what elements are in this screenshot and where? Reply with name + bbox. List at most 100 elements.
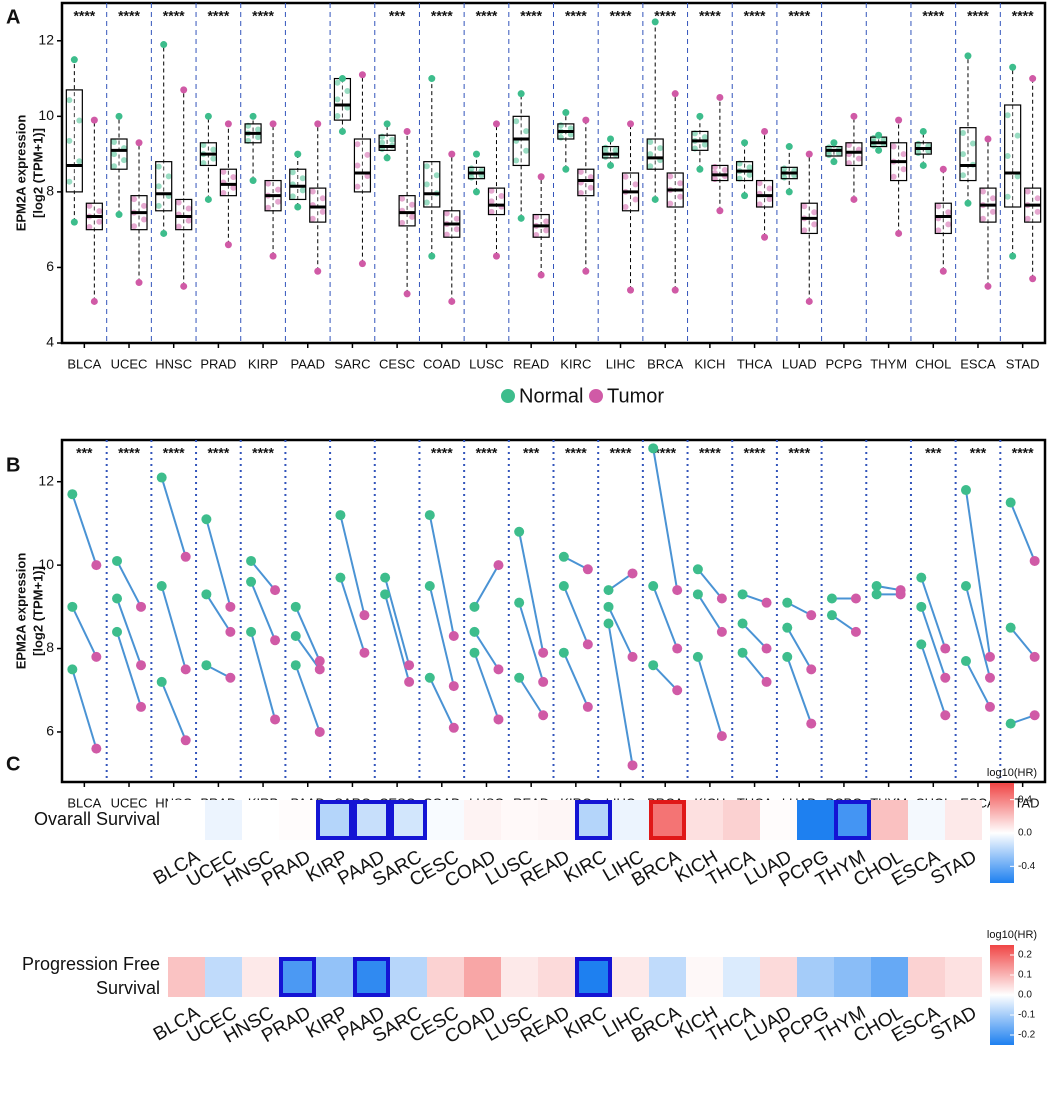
colorbar-tick-label: -0.1 <box>1018 1010 1036 1021</box>
pair-line <box>428 585 455 687</box>
point-hint <box>935 227 942 234</box>
point-hint <box>657 145 664 152</box>
point-hint <box>275 186 282 193</box>
point-hint <box>756 180 763 187</box>
heat-cell <box>242 957 279 997</box>
whisker-high <box>135 139 143 147</box>
whisker-high <box>294 150 302 158</box>
whisker-high <box>1009 63 1017 71</box>
point-hint <box>801 227 808 234</box>
whisker-high <box>517 90 525 98</box>
point-hint <box>155 202 162 209</box>
point-hint <box>488 187 495 194</box>
tumor-point <box>582 701 593 712</box>
point-hint <box>577 190 584 197</box>
point-hint <box>443 210 450 217</box>
x-tick-label: LIHC <box>606 356 636 371</box>
whisker-low <box>448 297 456 305</box>
pair-line <box>339 577 366 654</box>
point-hint <box>175 223 182 230</box>
box <box>601 145 620 159</box>
heat-cell <box>168 800 205 840</box>
point-hint <box>1004 112 1011 119</box>
whisker-high <box>428 75 436 83</box>
significance: **** <box>788 445 810 461</box>
tumor-point <box>850 593 861 604</box>
x-tick-label: SARC <box>334 356 370 371</box>
normal-point <box>1005 622 1016 633</box>
pair-line <box>384 577 411 666</box>
heat-cell <box>501 800 538 840</box>
point-hint <box>66 178 73 185</box>
significance: **** <box>73 8 95 24</box>
significant-outline <box>353 957 390 997</box>
significance: **** <box>476 445 498 461</box>
normal-point <box>201 514 212 525</box>
pair-line <box>652 585 679 649</box>
point-hint <box>289 169 296 176</box>
whisker-low <box>741 192 749 200</box>
box <box>755 179 774 208</box>
normal-point <box>290 601 301 612</box>
tumor-point <box>940 643 951 654</box>
pair-line <box>160 681 187 741</box>
point-hint <box>334 112 341 119</box>
whisker-high <box>696 112 704 120</box>
point-hint <box>959 151 966 158</box>
whisker-high <box>472 150 480 158</box>
tumor-point <box>850 626 861 637</box>
x-tick-label: UCEC <box>111 795 148 810</box>
point-hint <box>165 173 172 180</box>
tumor-point <box>136 601 147 612</box>
point-hint <box>289 193 296 200</box>
point-hint <box>647 163 654 170</box>
tumor-point <box>538 710 549 721</box>
heat-cell <box>538 800 575 840</box>
whisker-low <box>314 267 322 275</box>
heat-cell <box>760 800 797 840</box>
point-hint <box>309 215 316 222</box>
whisker-low <box>383 154 391 162</box>
normal-point <box>156 472 167 483</box>
whisker-low <box>294 203 302 211</box>
pair-line <box>250 631 277 720</box>
whisker-low <box>939 267 947 275</box>
point-hint <box>354 183 361 190</box>
whisker-high <box>805 150 813 158</box>
normal-point <box>1005 718 1016 729</box>
heat-cell <box>649 957 686 997</box>
tumor-point <box>314 656 325 667</box>
pair-line <box>71 493 98 566</box>
tumor-point <box>761 676 772 687</box>
tumor-point <box>448 681 459 692</box>
point-hint <box>567 125 574 132</box>
significance: **** <box>1012 445 1034 461</box>
box <box>1004 104 1022 208</box>
x-tick-label: UCEC <box>111 356 148 371</box>
heat-cell <box>205 800 242 840</box>
point-hint <box>989 195 996 202</box>
box <box>845 142 863 167</box>
significance: *** <box>970 445 987 461</box>
y-axis-label: [log2 (TPM+1)] <box>30 128 45 218</box>
normal-point <box>782 597 793 608</box>
point-hint <box>453 215 460 222</box>
whisker-high <box>70 56 78 64</box>
point-hint <box>141 216 148 223</box>
normal-point <box>424 510 435 521</box>
point-hint <box>96 208 103 215</box>
y-tick-label: 8 <box>46 183 54 199</box>
whisker-high <box>562 109 570 117</box>
whisker-low <box>607 161 615 169</box>
normal-point <box>692 564 703 575</box>
box <box>289 168 307 201</box>
significance: **** <box>520 8 542 24</box>
tumor-point <box>314 664 325 675</box>
pair-line <box>518 602 545 683</box>
point-hint <box>230 174 237 181</box>
pair-line <box>116 560 142 608</box>
heat-cell <box>353 800 390 840</box>
significant-outline <box>575 800 612 840</box>
point-hint <box>523 128 530 135</box>
significance: **** <box>476 8 498 24</box>
